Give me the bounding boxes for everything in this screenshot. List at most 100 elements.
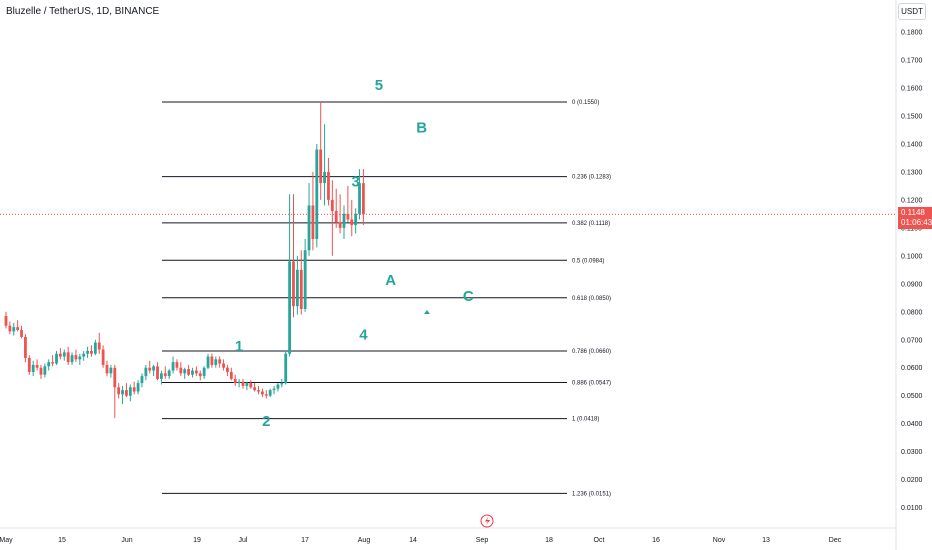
candle-body — [20, 329, 23, 337]
candle-body — [24, 336, 27, 358]
y-tick-label: 0.0800 — [901, 309, 923, 316]
wave-label-4[interactable]: 4 — [359, 327, 368, 344]
candle-body — [66, 352, 70, 363]
x-tick-label: 16 — [652, 537, 660, 544]
wave-label-1[interactable]: 1 — [235, 338, 243, 355]
currency-button[interactable]: USDT — [898, 3, 926, 20]
candle-body — [218, 359, 222, 364]
y-tick-label: 0.0100 — [901, 505, 923, 512]
x-tick-label: Oct — [594, 537, 605, 544]
candle-body — [179, 367, 183, 374]
candle-body — [43, 366, 47, 375]
candle-body — [237, 381, 241, 384]
candle-body — [183, 369, 187, 374]
y-tick-label: 0.1000 — [901, 253, 923, 260]
candle-body — [51, 362, 55, 364]
y-tick-label: 0.1300 — [901, 169, 923, 176]
price-axis[interactable]: 0.1800 0.1700 0.1600 0.1500 0.1400 0.1300 0.12… — [901, 30, 923, 513]
candle-body — [187, 369, 190, 375]
candle-body — [319, 149, 323, 184]
fib-level-label: 0.786 (0.0660) — [572, 349, 611, 355]
y-tick-label: 0.1800 — [901, 30, 923, 37]
fib-level-label: 0.618 (0.0850) — [572, 296, 611, 302]
candle-body — [132, 387, 136, 392]
candle-body — [249, 383, 253, 388]
candle-body — [12, 327, 16, 332]
y-tick-label: 0.0300 — [901, 449, 923, 456]
candle-body — [346, 213, 350, 220]
candle-body — [354, 213, 358, 226]
y-tick-label: 0.0900 — [901, 281, 923, 288]
y-tick-label: 0.0600 — [901, 365, 923, 372]
candle-body — [175, 362, 179, 368]
chart-background — [0, 0, 897, 550]
elliott-wave-labels[interactable]: 1 2 3 4 5 A B C — [235, 77, 474, 430]
candle-body — [144, 367, 148, 377]
candle-body — [8, 325, 12, 332]
fib-level-label: 0.236 (0.1283) — [572, 175, 611, 181]
x-tick-label: Dec — [829, 537, 842, 544]
x-tick-label: 14 — [409, 537, 417, 544]
fib-retracement[interactable]: 0 (0.1550) 0.236 (0.1283) 0.382 (0.1118) 0.… — [162, 100, 611, 497]
wave-label-5[interactable]: 5 — [375, 77, 383, 94]
candle-body — [171, 362, 175, 371]
candle-body — [128, 387, 132, 396]
wave-label-b[interactable]: B — [416, 120, 427, 137]
candle-body — [295, 269, 299, 307]
candle-body — [97, 342, 101, 350]
candle-body — [4, 315, 8, 326]
candle-body — [198, 373, 202, 377]
candle-body — [140, 376, 144, 384]
y-tick-label: 0.1700 — [901, 58, 923, 65]
wave-label-a[interactable]: A — [385, 272, 396, 289]
candle-body — [299, 269, 303, 309]
events-icon[interactable] — [480, 514, 494, 528]
symbol-title[interactable]: Bluzelle / TetherUS, 1D, BINANCE — [6, 6, 160, 17]
candle-body — [307, 205, 311, 251]
candle-body — [292, 261, 295, 307]
candle-body — [62, 352, 66, 357]
candle-body — [31, 364, 35, 372]
candle-body — [156, 366, 159, 379]
candle-body — [288, 261, 292, 354]
wave-label-2[interactable]: 2 — [262, 413, 270, 430]
candle-body — [16, 327, 20, 330]
wave-label-3[interactable]: 3 — [351, 174, 359, 191]
candlestick-series — [4, 101, 365, 419]
x-tick-label: 17 — [301, 537, 309, 544]
y-tick-label: 0.1400 — [901, 141, 923, 148]
candle-body — [125, 390, 128, 396]
y-tick-label: 0.1600 — [901, 85, 923, 92]
candle-body — [74, 355, 78, 360]
candle-body — [55, 353, 58, 364]
y-tick-label: 0.0500 — [901, 393, 923, 400]
fib-level-label: 0 (0.1550) — [572, 100, 599, 106]
candle-body — [233, 378, 237, 384]
candle-body — [109, 367, 113, 374]
candle-body — [338, 222, 342, 228]
candle-body — [330, 199, 334, 212]
x-tick-label: May — [0, 537, 13, 544]
candle-body — [358, 183, 361, 214]
candle-body — [362, 183, 365, 215]
fib-level-label: 0.382 (0.1118) — [572, 221, 610, 227]
candle-body — [276, 384, 280, 389]
candle-body — [280, 383, 284, 385]
y-tick-label: 0.1200 — [901, 197, 923, 204]
candle-body — [311, 205, 315, 240]
wave-label-c[interactable]: C — [463, 288, 474, 305]
candle-body — [191, 370, 194, 375]
y-tick-label: 0.0400 — [901, 421, 923, 428]
candle-body — [303, 250, 307, 309]
x-tick-label: 18 — [545, 537, 553, 544]
fib-level-label: 1.236 (0.0151) — [572, 491, 611, 497]
candle-body — [229, 371, 233, 379]
fib-level-label: 1 (0.0418) — [572, 417, 599, 423]
candle-body — [272, 388, 276, 391]
time-axis[interactable]: May 15 Jun 19 Jul 17 Aug 14 Sep 18 Oct 16 Nov 13 Dec — [0, 537, 842, 544]
candle-body — [35, 364, 39, 368]
candle-body — [39, 367, 43, 375]
candle-body — [93, 342, 97, 354]
candle-body — [86, 350, 89, 354]
